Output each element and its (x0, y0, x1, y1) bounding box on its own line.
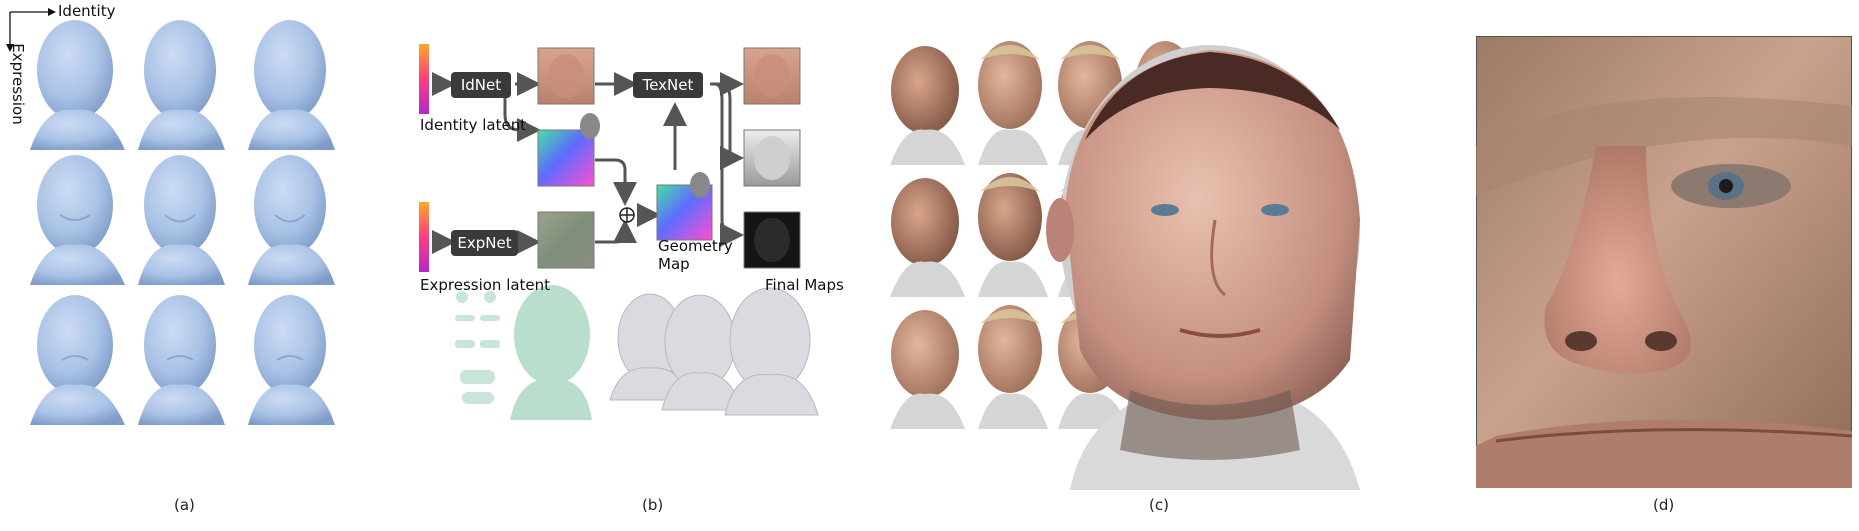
identity-latent-label: Identity latent (420, 116, 527, 134)
expression-axis-label: Expression (9, 43, 27, 125)
expression-latent-bar (419, 202, 429, 272)
blue-head-r2c2 (138, 155, 225, 285)
caption-a: (a) (174, 496, 195, 514)
caption-c: (c) (1149, 496, 1169, 514)
geometry-map-label: Geometry Map (658, 237, 733, 273)
idnet-box: IdNet (451, 72, 511, 98)
blue-head-r2c3 (248, 155, 335, 285)
mint-head (510, 285, 592, 420)
caption-d: (d) (1653, 496, 1675, 514)
caption-b: (b) (642, 496, 664, 514)
component-parts (455, 291, 500, 404)
big-head-left-eye (1151, 204, 1179, 216)
texnet-box: TexNet (633, 72, 703, 98)
blue-head-r2c1 (30, 155, 125, 285)
closeup-nose (1544, 146, 1691, 374)
arrow-geo-sum (595, 158, 637, 206)
expression-latent-label: Expression latent (420, 276, 551, 294)
panel-a-figure (6, 8, 335, 425)
expnet-box: ExpNet (451, 230, 518, 256)
expression-map-thumb (537, 211, 595, 269)
arrow-expmap-sum (595, 219, 637, 244)
arrow-texnet-final2 (720, 82, 744, 170)
closeup-lips (1476, 419, 1852, 488)
grey-head-small-2 (690, 172, 710, 198)
arrow-idnet-geo (503, 84, 541, 142)
identity-geometry-thumb (537, 129, 595, 187)
expression-axis-arrow (6, 44, 14, 52)
big-head-right-eye (1261, 204, 1289, 216)
panel-d-figure (1476, 36, 1852, 488)
blue-head-r3c3 (248, 295, 335, 425)
blue-head-r1c3 (248, 20, 335, 150)
blue-head-r1c2 (138, 20, 225, 150)
grey-head-small-1 (580, 113, 600, 139)
panel-c-figure (890, 41, 1360, 490)
identity-axis-label: Identity (58, 2, 116, 20)
identity-axis-arrow (48, 8, 56, 16)
blue-head-r3c2 (138, 295, 225, 425)
panel-b-figure (419, 44, 819, 420)
arrow-texnet-final3 (714, 82, 744, 247)
final-maps-label: Final Maps (765, 276, 844, 294)
large-textured-head (1046, 45, 1360, 490)
identity-latent-bar (419, 44, 429, 114)
blue-head-r1c1 (30, 20, 125, 150)
blue-head-r3c1 (30, 295, 125, 425)
grey-heads-row (609, 287, 819, 416)
